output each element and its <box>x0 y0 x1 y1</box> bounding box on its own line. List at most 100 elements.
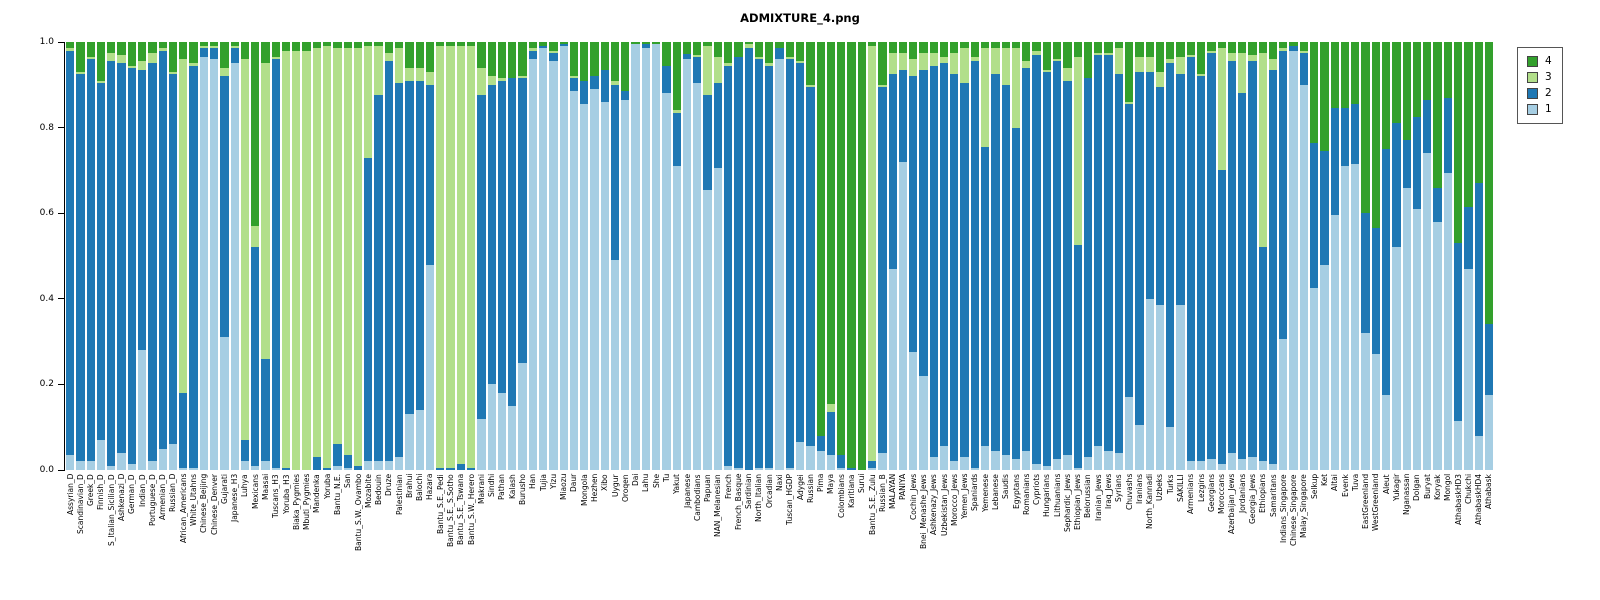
admixture-bar <box>1484 42 1494 470</box>
bar-segment-component-4 <box>693 42 702 55</box>
bar-segment-component-3 <box>395 48 404 83</box>
x-axis-label: Turks <box>1165 474 1175 494</box>
bar-segment-component-3 <box>302 50 311 470</box>
bar-segment-component-2 <box>734 56 743 468</box>
x-label-cell: Samaritans <box>1269 474 1278 592</box>
bar-segment-component-4 <box>857 42 866 470</box>
x-label-cell: Uygur <box>611 474 620 592</box>
x-label-cell: Iranian_Jews <box>1094 474 1103 592</box>
x-axis-label: Dolgan <box>1412 474 1422 501</box>
admixture-bar <box>672 42 681 470</box>
x-label-cell: Chuvashs <box>1125 474 1134 592</box>
x-label-cell: Cochin_Jews <box>909 474 918 592</box>
bar-segment-component-1 <box>1464 268 1473 470</box>
x-label-cell: Bantu_S.E._Pedi <box>436 474 445 592</box>
x-axis-label: Iranians <box>1134 474 1144 504</box>
x-label-cell: Turks <box>1165 474 1175 592</box>
x-label-cell: Lezgins <box>1197 474 1206 592</box>
bar-segment-component-2 <box>1042 71 1051 466</box>
bar-segment-component-2 <box>1340 108 1350 167</box>
bar-segment-component-4 <box>559 42 568 45</box>
admixture-bar <box>425 42 435 470</box>
admixture-bar <box>76 42 85 470</box>
bar-segment-component-4 <box>970 42 980 57</box>
bar-segment-component-1 <box>795 442 805 470</box>
bar-segment-component-1 <box>580 104 589 470</box>
x-axis-label: Hungarians <box>1042 474 1052 517</box>
admixture-bar <box>837 42 846 470</box>
x-label-cell: Romanians <box>1022 474 1031 592</box>
bar-segment-component-4 <box>1094 42 1103 53</box>
bar-segment-component-2 <box>1196 76 1206 462</box>
x-axis-label: North_Kannadi <box>1145 474 1155 530</box>
bar-segment-component-2 <box>148 63 157 462</box>
bar-segment-component-2 <box>96 82 106 441</box>
x-label-cell: EastGreenland <box>1361 474 1370 592</box>
bar-segment-component-4 <box>199 42 208 47</box>
x-label-cell: French <box>724 474 733 592</box>
bar-segment-component-2 <box>1063 80 1072 455</box>
bar-segment-component-2 <box>610 84 620 261</box>
bar-segment-component-4 <box>1227 42 1237 53</box>
x-label-cell: French_Basque <box>734 474 743 592</box>
admixture-bar <box>1042 42 1051 470</box>
bar-segment-component-3 <box>1238 52 1247 94</box>
bar-segment-component-2 <box>107 61 116 466</box>
bar-segment-component-2 <box>425 84 435 265</box>
bar-segment-component-3 <box>724 63 733 66</box>
bar-segment-component-1 <box>127 463 136 470</box>
bar-segment-component-1 <box>1001 455 1010 470</box>
admixture-bar <box>1351 42 1360 470</box>
bar-segment-component-3 <box>528 48 537 51</box>
x-axis-label: Sephardic_Jews <box>1062 474 1072 533</box>
legend-swatch-component-3 <box>1527 72 1538 83</box>
x-label-cell: Armenian_D <box>158 474 167 592</box>
bar-segment-component-3 <box>477 67 486 96</box>
bar-segment-component-4 <box>1011 42 1021 49</box>
bar-segment-component-3 <box>1053 59 1062 62</box>
bar-segment-component-2 <box>1320 151 1329 265</box>
bar-segment-component-2 <box>271 59 280 468</box>
x-label-cell: Yoruba <box>323 474 332 592</box>
bar-segment-component-4 <box>950 42 959 53</box>
admixture-bar <box>1361 42 1370 470</box>
x-label-cell: Kalash <box>508 474 517 592</box>
x-label-cell: Chinese_Beijing <box>199 474 208 592</box>
bar-segment-component-1 <box>703 189 712 470</box>
x-label-cell: Burusho <box>518 474 527 592</box>
bar-segment-component-4 <box>1371 42 1380 229</box>
admixture-bar <box>1104 42 1113 470</box>
bar-segment-component-3 <box>1299 50 1309 53</box>
bar-segment-component-4 <box>1361 42 1370 214</box>
bar-segment-component-2 <box>1279 50 1288 340</box>
bar-segment-component-4 <box>1351 42 1360 105</box>
x-label-cell: Nganassan <box>1402 474 1411 592</box>
admixture-bar <box>446 42 455 470</box>
bar-segment-component-4 <box>981 42 990 49</box>
bar-segment-component-4 <box>333 42 342 49</box>
bar-segment-component-1 <box>939 446 949 470</box>
bar-segment-component-4 <box>477 42 486 68</box>
x-label-cell: Chinese_Singapore <box>1289 474 1298 592</box>
bar-segment-component-4 <box>641 42 651 45</box>
bar-segment-component-2 <box>1330 108 1339 216</box>
bar-segment-component-3 <box>1196 74 1206 77</box>
x-label-cell: Bantu_S.W._Herero <box>467 474 476 592</box>
x-axis-label: Xibo <box>600 474 610 491</box>
bar-segment-component-2 <box>1453 243 1463 421</box>
bar-segment-component-3 <box>1248 54 1257 62</box>
x-axis-label: Evenk <box>1340 474 1350 497</box>
bar-segment-component-2 <box>1053 61 1062 460</box>
bar-segment-component-3 <box>66 48 75 51</box>
bar-segment-component-2 <box>600 69 609 102</box>
admixture-bar <box>765 42 774 470</box>
x-label-cell: Jordanians <box>1238 474 1247 592</box>
bar-segment-component-1 <box>549 61 558 470</box>
x-axis-label: Portuguese_D <box>147 474 157 526</box>
admixture-bar <box>271 42 280 470</box>
bar-segment-component-2 <box>230 48 239 64</box>
x-label-cell: Ethiopian_Jews <box>1073 474 1082 592</box>
bar-segment-component-2 <box>888 74 897 269</box>
x-axis-label: Georgians <box>1206 474 1216 513</box>
admixture-bar <box>1176 42 1185 470</box>
